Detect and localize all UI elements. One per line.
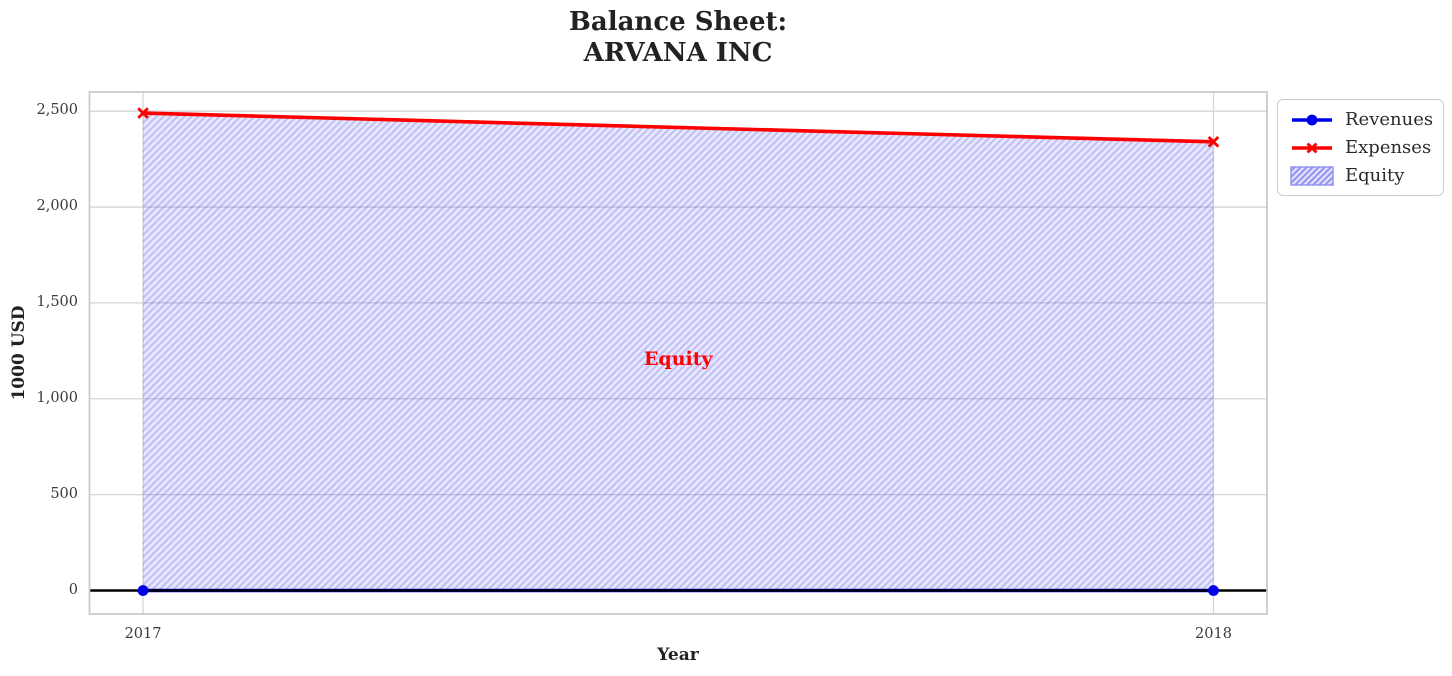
legend-label-expenses: Expenses <box>1345 137 1432 158</box>
equity-area-hatch <box>143 113 1214 591</box>
expenses-marker <box>137 107 149 119</box>
axes-spines <box>88 91 1268 615</box>
y-tick-label: 500 <box>50 485 78 502</box>
legend-entry-expenses: Expenses <box>1290 137 1433 159</box>
legend-label-revenues: Revenues <box>1345 109 1434 130</box>
y-axis-label: 1000 USD <box>9 305 29 401</box>
legend-label-equity: Equity <box>1345 165 1405 186</box>
y-tick-label: 2,500 <box>36 102 78 119</box>
legend-entry-equity: Equity <box>1290 165 1433 187</box>
revenues-marker <box>1208 585 1219 596</box>
plot-border <box>88 91 1268 615</box>
data-markers <box>137 107 1220 596</box>
chart-title-line2: ARVANA INC <box>583 38 773 68</box>
revenues-marker <box>137 585 149 596</box>
y-tick-label: 0 <box>68 581 78 598</box>
y-tick-label: 1,500 <box>36 293 78 310</box>
expenses-marker <box>1207 136 1220 148</box>
expenses-line-icon <box>1292 142 1332 154</box>
equity-patch-icon <box>1290 166 1334 186</box>
x-tick-label: 2017 <box>124 626 162 642</box>
chart-title-line1: Balance Sheet: <box>568 7 788 37</box>
equity-annotation: Equity <box>643 347 713 370</box>
y-tick-label: 1,000 <box>36 389 78 406</box>
x-axis-label: Year <box>657 645 699 665</box>
equity-area <box>143 113 1214 591</box>
legend-entry-revenues: Revenues <box>1290 109 1433 131</box>
legend: Revenues Expenses Equity <box>1277 99 1444 196</box>
chart-title: Balance Sheet: ARVANA INC <box>569 7 787 69</box>
y-tick-label: 2,000 <box>36 198 78 215</box>
x-tick-label: 2018 <box>1195 626 1232 642</box>
expenses-line <box>142 111 1214 144</box>
revenues-line-icon <box>1292 114 1332 126</box>
data-lines <box>89 111 1267 593</box>
